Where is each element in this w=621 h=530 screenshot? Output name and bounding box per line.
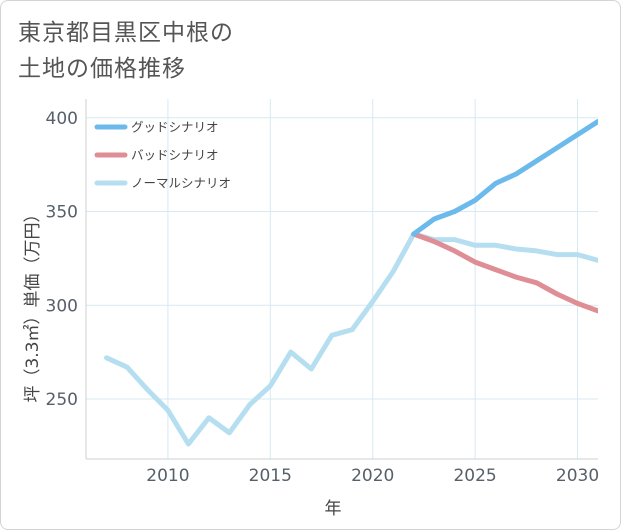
x-axis-title: 年 <box>325 499 342 519</box>
x-tick-label-2015: 2015 <box>249 466 292 486</box>
series-line-2 <box>107 234 599 444</box>
legend-item-2[interactable]: ノーマルシナリオ <box>97 176 231 191</box>
legend-item-0[interactable]: グッドシナリオ <box>97 120 219 135</box>
x-tick-label-2025: 2025 <box>453 466 496 486</box>
y-tick-label-300: 300 <box>46 296 78 316</box>
legend-label-2: ノーマルシナリオ <box>131 176 231 191</box>
x-tick-label-2010: 2010 <box>146 466 189 486</box>
legend-label-0: グッドシナリオ <box>131 120 219 135</box>
series-line-0 <box>414 122 598 235</box>
series <box>107 122 599 445</box>
x-tick-label-2020: 2020 <box>351 466 394 486</box>
y-tick-label-350: 350 <box>46 203 78 223</box>
y-tick-label-250: 250 <box>46 390 78 410</box>
y-tick-label-400: 400 <box>46 109 78 129</box>
tick-labels: 2010 2015 2020 2025 2030 250 300 350 400 <box>46 109 600 486</box>
legend-item-1[interactable]: バッドシナリオ <box>97 148 219 163</box>
x-tick-label-2030: 2030 <box>556 466 599 486</box>
legend-label-1: バッドシナリオ <box>131 148 219 163</box>
chart-card: 東京都目黒区中根の 土地の価格推移 2010 2015 2020 2025 2030 25… <box>0 0 621 530</box>
y-axis-title: 坪（3.3㎡）単価（万円） <box>23 205 43 402</box>
price-line-chart: 2010 2015 2020 2025 2030 250 300 350 400 グッドシナリオ… <box>1 1 621 530</box>
